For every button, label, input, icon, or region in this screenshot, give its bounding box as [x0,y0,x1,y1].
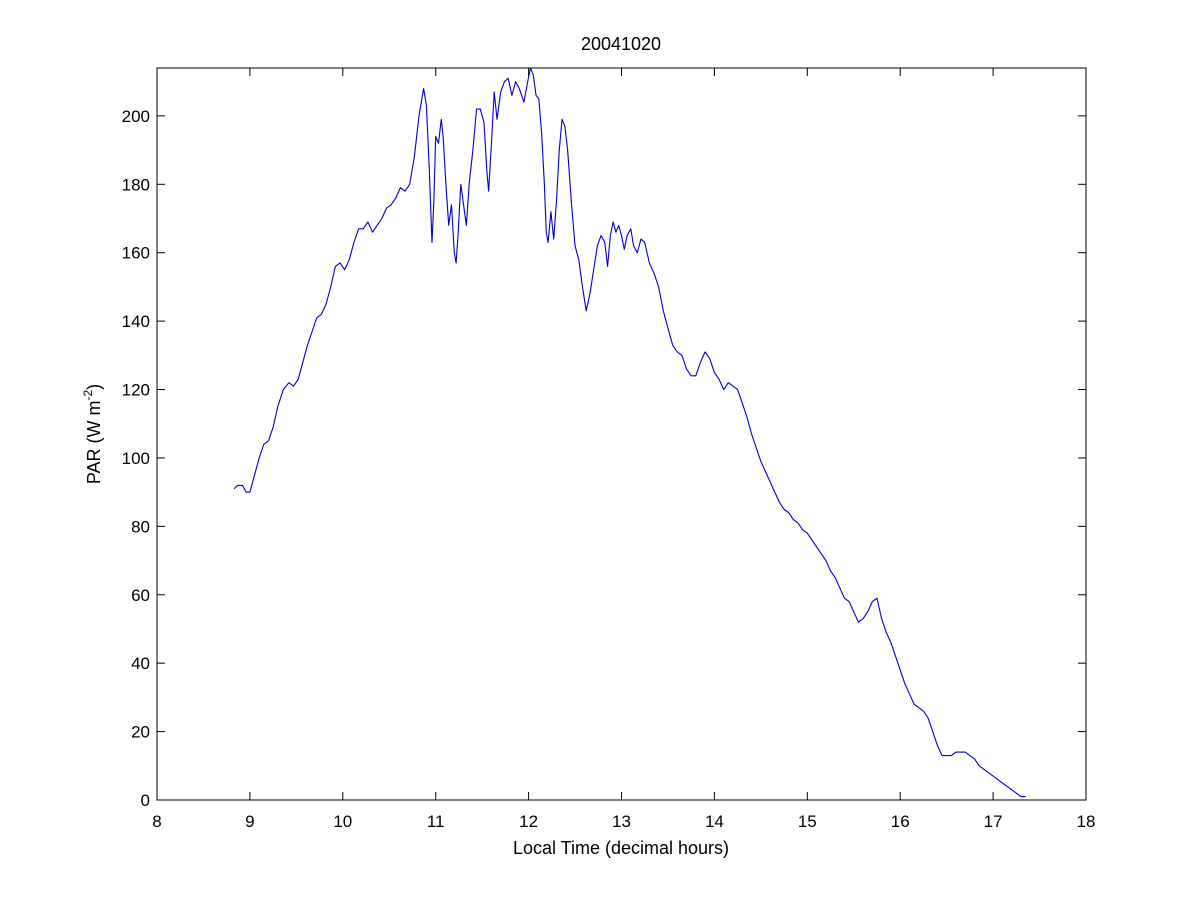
x-tick-label: 12 [519,812,538,831]
y-tick-label: 120 [122,381,150,400]
x-axis-label: Local Time (decimal hours) [513,838,729,858]
y-axis-label-main: PAR (W m [84,401,104,485]
x-tick-label: 10 [333,812,352,831]
x-tick-label: 8 [152,812,161,831]
x-tick-label: 13 [612,812,631,831]
y-tick-label: 20 [131,723,150,742]
x-tick-label: 16 [891,812,910,831]
y-axis-label: PAR (W m-2) [81,384,104,484]
y-tick-label: 140 [122,312,150,331]
y-axis-label-exponent: -2 [81,390,95,401]
x-tick-label: 15 [798,812,817,831]
y-tick-label: 80 [131,517,150,536]
x-tick-label: 18 [1077,812,1096,831]
x-tick-label: 9 [245,812,254,831]
x-tick-label: 17 [984,812,1003,831]
y-tick-label: 0 [141,791,150,810]
y-tick-label: 60 [131,586,150,605]
plot-area [157,68,1086,800]
y-tick-label: 180 [122,175,150,194]
series-line-par [233,67,1026,798]
y-tick-label: 100 [122,449,150,468]
tick-layer: 8 9 10 11 12 13 14 15 16 17 1802040608010012014016… [122,68,1096,831]
series-layer [233,67,1026,798]
chart-title: 20041020 [581,34,661,54]
y-tick-label: 160 [122,244,150,263]
y-tick-label: 40 [131,654,150,673]
axes-box [156,67,1087,801]
x-tick-label: 14 [705,812,724,831]
y-axis-label-close: ) [84,384,104,390]
x-tick-label: 11 [427,812,445,831]
y-tick-label: 200 [122,107,150,126]
